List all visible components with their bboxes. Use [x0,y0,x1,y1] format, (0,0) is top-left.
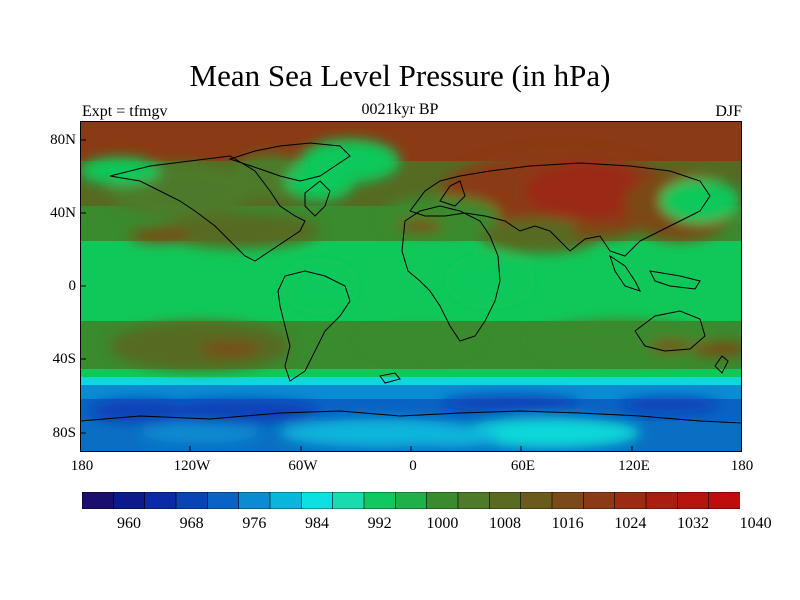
colorbar-label: 1016 [551,515,584,532]
colorbar-label: 1000 [426,515,459,532]
colorbar-label: 1040 [739,515,772,532]
pressure-map [80,121,742,452]
colorbar-swatch [269,492,303,509]
colorbar-swatch [520,492,553,509]
season-label: DJF [715,103,742,120]
experiment-label: Expt = tfmgv [82,103,168,120]
pressure-contours [80,121,742,452]
y-tick-80n: 80N [50,132,76,148]
y-tick-80s: 80S [52,425,76,441]
colorbar-swatch [175,492,209,509]
colorbar-label: 984 [305,515,329,532]
x-tick-120w: 120W [173,458,211,474]
x-tick-0: 0 [409,458,417,474]
x-tick-180e: 180 [730,458,754,474]
colorbar-swatch [614,492,647,509]
x-tick-180w: 180 [70,458,94,474]
y-tick-0: 0 [68,278,77,294]
colorbar-swatch [426,492,459,509]
x-tick-60e: 60E [510,458,536,474]
map-subtitle: 0021kyr BP [361,101,439,118]
colorbar-label: 1024 [614,515,647,532]
coastlines [80,142,742,424]
colorbar-label: 976 [242,515,267,532]
colorbar-swatch [113,492,146,509]
map-title: Mean Sea Level Pressure (in hPa) [189,58,611,93]
colorbar-swatch [207,492,240,509]
colorbar-label: 992 [367,515,392,532]
colorbar-swatch [551,492,585,509]
colorbar [82,492,740,509]
axis-ticks [80,139,633,452]
colorbar-swatch [144,492,177,509]
colorbar-swatch [363,492,397,509]
colorbar-label: 960 [117,515,141,532]
y-tick-40s: 40S [52,351,76,367]
colorbar-swatch [82,492,115,509]
pressure-field-svg [80,121,742,452]
colorbar-label: 968 [179,515,204,532]
colorbar-swatch [708,492,740,509]
colorbar-label: 1008 [489,515,521,532]
colorbar-swatch [301,492,334,509]
colorbar-swatch [395,492,428,509]
colorbar-swatch [583,492,616,509]
colorbar-swatch [238,492,271,509]
y-tick-40n: 40N [50,205,76,221]
colorbar-label: 1032 [677,515,709,532]
colorbar-swatch [645,492,679,509]
colorbar-swatch [457,492,491,509]
x-tick-120e: 120E [618,458,650,474]
colorbar-swatch [677,492,710,509]
colorbar-swatch [332,492,365,509]
colorbar-swatch [489,492,522,509]
x-tick-60w: 60W [288,458,318,474]
